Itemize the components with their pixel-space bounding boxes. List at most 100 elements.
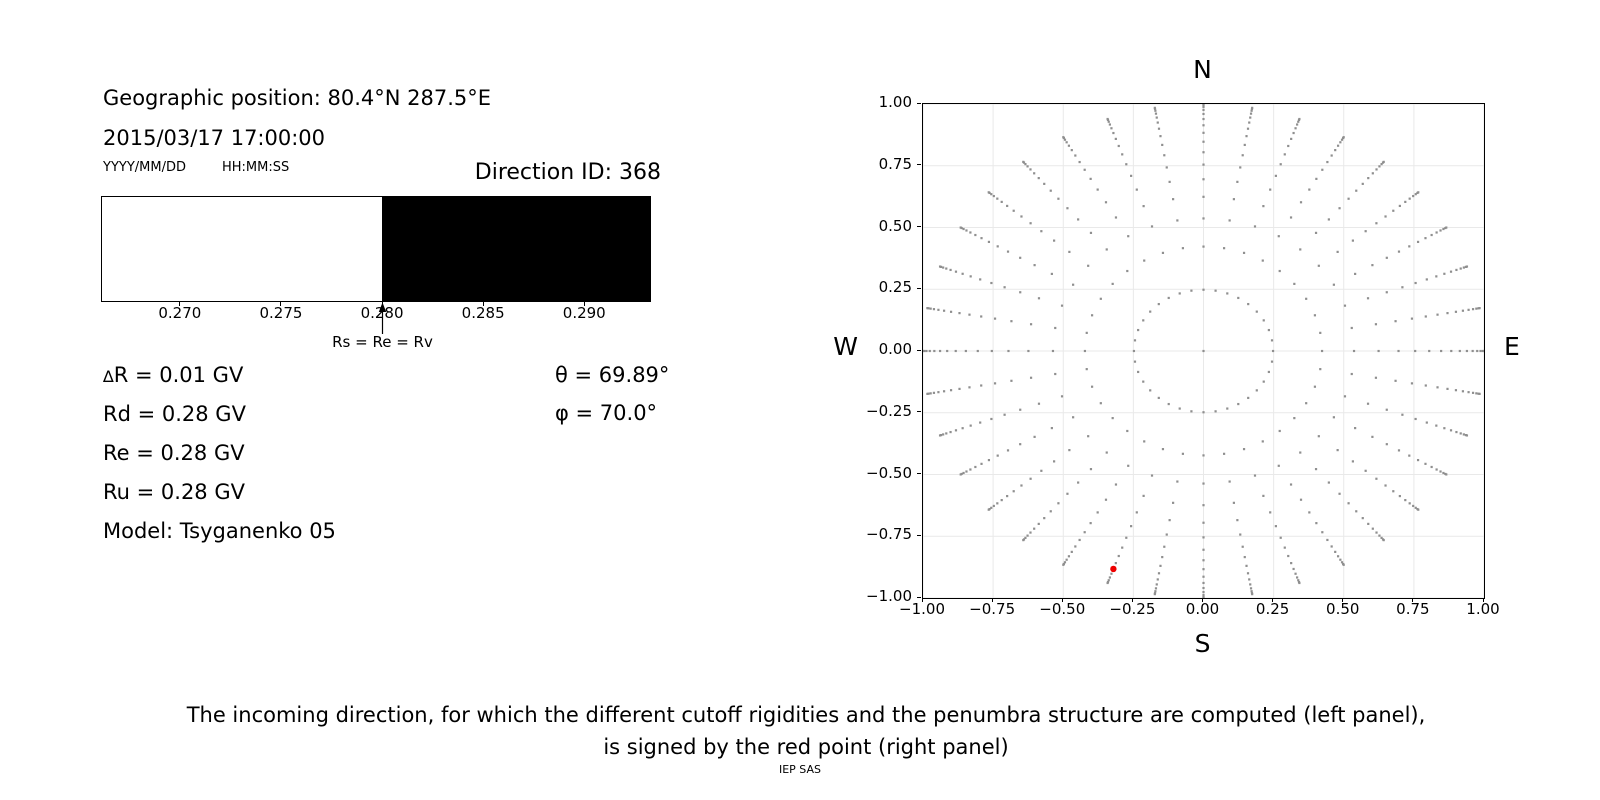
direction-dot bbox=[1478, 307, 1481, 310]
direction-dot bbox=[1049, 189, 1052, 192]
direction-dot bbox=[1159, 564, 1162, 567]
direction-dot bbox=[969, 231, 972, 234]
direction-dot bbox=[1006, 204, 1009, 208]
y-tick-label: 0.25 bbox=[878, 278, 912, 297]
direction-dot bbox=[1010, 379, 1013, 382]
direction-dot bbox=[1130, 525, 1133, 528]
direction-dot bbox=[1382, 160, 1385, 163]
direction-dot bbox=[1232, 501, 1235, 504]
direction-dot bbox=[1340, 561, 1344, 564]
direction-dot bbox=[938, 349, 942, 353]
direction-dot bbox=[1006, 250, 1010, 253]
datetime-label: 2015/03/17 17:00:00 bbox=[103, 126, 326, 150]
direction-dot bbox=[1290, 562, 1293, 565]
direction-dot bbox=[1414, 193, 1417, 196]
direction-dot bbox=[1279, 163, 1282, 166]
direction-dot bbox=[1478, 392, 1481, 395]
direction-dot bbox=[1167, 296, 1170, 300]
direction-dot bbox=[992, 194, 995, 198]
x-tick-label: −1.00 bbox=[899, 600, 945, 618]
direction-dot bbox=[1319, 331, 1322, 334]
direction-dot bbox=[1375, 168, 1378, 171]
direction-dot bbox=[1243, 143, 1246, 147]
x-tick-mark bbox=[1272, 598, 1274, 602]
direction-dot bbox=[1332, 416, 1335, 419]
direction-dot bbox=[1408, 454, 1411, 457]
direction-dot bbox=[1347, 502, 1350, 505]
direction-dot bbox=[958, 312, 961, 315]
direction-dot bbox=[1296, 576, 1299, 579]
direction-dot bbox=[1449, 270, 1453, 273]
direction-dot bbox=[949, 268, 952, 272]
direction-dot bbox=[1190, 289, 1193, 292]
direction-dot bbox=[1461, 390, 1465, 393]
direction-dot bbox=[993, 317, 997, 320]
direction-dot bbox=[1321, 531, 1324, 534]
direction-dot bbox=[992, 504, 995, 508]
direction-dot bbox=[1106, 117, 1109, 121]
penumbra-tick-mark bbox=[583, 302, 585, 306]
direction-dot bbox=[1067, 144, 1071, 147]
direction-dot bbox=[1320, 349, 1324, 353]
direction-dot bbox=[1168, 180, 1171, 183]
direction-dot bbox=[1439, 470, 1442, 473]
direction-dot bbox=[1114, 562, 1117, 565]
caption-line-1: The incoming direction, for which the di… bbox=[186, 703, 1426, 727]
x-tick-mark bbox=[1202, 598, 1203, 602]
direction-dot bbox=[1455, 268, 1458, 272]
direction-dot bbox=[928, 349, 931, 353]
direction-dot bbox=[1074, 154, 1077, 157]
value-text: Rd = 0.28 GV bbox=[103, 402, 246, 426]
direction-dot bbox=[1277, 464, 1280, 467]
direction-dot bbox=[1161, 448, 1165, 451]
direction-dot bbox=[1029, 376, 1033, 379]
direction-dot bbox=[945, 267, 948, 270]
direction-dot bbox=[1054, 372, 1057, 376]
direction-dot bbox=[1202, 568, 1205, 571]
direction-dot bbox=[1165, 533, 1168, 536]
direction-dot bbox=[1482, 349, 1485, 353]
direction-dot bbox=[1414, 417, 1417, 421]
direction-dot bbox=[1040, 230, 1043, 233]
x-tick-label: 1.00 bbox=[1466, 600, 1500, 618]
direction-dot bbox=[1298, 117, 1301, 121]
direction-dot bbox=[1271, 349, 1275, 353]
time-format-label: HH:MM:SS bbox=[222, 160, 290, 175]
direction-dot bbox=[1435, 275, 1438, 278]
direction-dot bbox=[1355, 510, 1358, 513]
direction-dot bbox=[1380, 536, 1383, 539]
direction-dot bbox=[1111, 282, 1114, 285]
direction-dot bbox=[1313, 385, 1317, 388]
direction-dot bbox=[1308, 511, 1311, 514]
direction-dot bbox=[1465, 434, 1469, 437]
y-tick-label: 0.75 bbox=[878, 154, 912, 173]
direction-dot bbox=[1262, 205, 1265, 208]
direction-dot bbox=[1163, 154, 1166, 157]
direction-dot bbox=[1397, 349, 1400, 353]
direction-dot bbox=[990, 417, 993, 421]
direction-dot bbox=[1202, 521, 1205, 524]
direction-dot bbox=[1467, 308, 1470, 311]
direction-dot bbox=[974, 465, 977, 469]
direction-dot bbox=[1154, 590, 1157, 593]
direction-dot bbox=[1022, 539, 1025, 542]
direction-dot bbox=[1339, 141, 1342, 144]
direction-dot bbox=[1330, 545, 1333, 548]
direction-dot bbox=[1114, 137, 1117, 140]
direction-dot bbox=[1159, 135, 1162, 138]
penumbra-strip bbox=[101, 196, 651, 302]
direction-dot bbox=[990, 281, 993, 285]
direction-dot bbox=[1053, 239, 1056, 242]
x-tick-mark bbox=[1061, 598, 1063, 602]
direction-dot bbox=[1168, 519, 1171, 522]
direction-dot bbox=[1181, 247, 1185, 250]
direction-dot bbox=[1043, 517, 1046, 520]
direction-dot bbox=[1385, 291, 1388, 294]
direction-dot bbox=[1317, 435, 1320, 438]
direction-dot bbox=[1446, 387, 1449, 390]
direction-dot bbox=[1408, 245, 1411, 248]
direction-dot bbox=[1343, 304, 1347, 307]
direction-dot bbox=[1114, 483, 1118, 486]
direction-dot bbox=[1214, 289, 1217, 292]
direction-dot bbox=[1033, 172, 1036, 175]
